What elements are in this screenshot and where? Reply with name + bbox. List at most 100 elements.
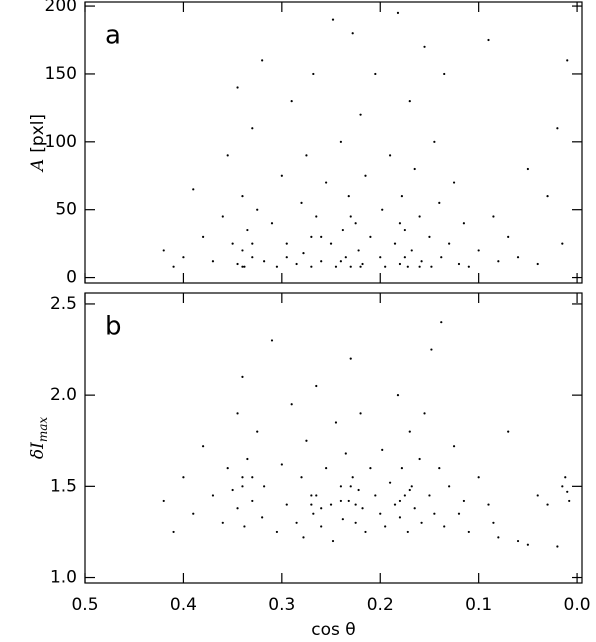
data-point: [295, 521, 298, 524]
data-point: [329, 242, 333, 245]
data-point: [312, 512, 315, 515]
data-point: [452, 181, 456, 184]
data-point: [408, 488, 411, 492]
data-point: [226, 154, 229, 157]
data-point: [403, 256, 406, 259]
data-point: [241, 476, 244, 479]
data-point: [331, 18, 335, 21]
data-point: [410, 249, 413, 252]
data-point: [347, 195, 350, 198]
data-point: [398, 516, 402, 519]
data-point: [408, 99, 411, 103]
data-point: [361, 262, 364, 266]
data-point: [349, 265, 352, 268]
data-point: [201, 235, 205, 238]
x-tick-label: 0.1: [465, 595, 492, 615]
data-point: [357, 488, 360, 492]
data-point: [310, 503, 313, 506]
y-axis-label: A [pxl]: [28, 114, 49, 173]
data-point: [172, 530, 175, 534]
data-point: [312, 72, 315, 76]
data-point: [364, 174, 367, 177]
data-point: [406, 265, 409, 268]
data-point: [231, 242, 234, 245]
data-point: [251, 127, 254, 130]
y-tick-label: 1.0: [50, 568, 77, 588]
plot-frame: [84, 292, 583, 584]
data-point: [310, 265, 313, 268]
data-point: [398, 262, 402, 266]
data-point: [349, 215, 352, 218]
data-point: [246, 457, 249, 461]
data-point: [331, 539, 335, 543]
data-point: [302, 536, 305, 539]
data-point: [369, 235, 372, 238]
data-point: [295, 262, 298, 266]
data-point: [418, 457, 421, 461]
data-point: [561, 485, 564, 488]
data-point: [241, 249, 244, 252]
data-point: [270, 339, 274, 342]
data-point: [568, 499, 571, 503]
data-point: [440, 321, 443, 324]
data-point: [339, 485, 342, 488]
data-point: [351, 32, 354, 35]
data-point: [423, 412, 426, 415]
data-point: [413, 167, 416, 171]
data-point: [236, 507, 239, 510]
data-point: [381, 448, 384, 451]
data-point: [270, 222, 274, 225]
data-point: [410, 485, 413, 488]
data-point: [285, 503, 288, 506]
y-tick-label: 50: [55, 200, 77, 220]
data-point: [349, 357, 352, 360]
data-point: [379, 256, 382, 259]
data-point: [339, 140, 342, 143]
data-point: [440, 256, 443, 259]
y-label-sub: max: [36, 417, 50, 443]
data-point: [226, 466, 229, 470]
data-point: [420, 521, 423, 524]
data-point: [428, 494, 431, 497]
data-point: [497, 260, 500, 263]
data-point: [310, 235, 313, 238]
data-point: [516, 539, 520, 543]
data-point: [403, 228, 406, 232]
data-point: [433, 140, 436, 143]
data-point: [325, 466, 328, 470]
data-point: [344, 256, 347, 259]
data-point: [364, 530, 367, 534]
data-point: [334, 265, 338, 268]
data-point: [263, 260, 266, 263]
data-point: [339, 499, 342, 503]
data-point: [561, 242, 564, 245]
panel-label: b: [105, 312, 122, 342]
data-point: [374, 72, 377, 76]
data-point: [400, 466, 403, 470]
data-point: [497, 536, 500, 539]
data-point: [546, 195, 549, 198]
data-point: [359, 113, 362, 116]
data-point: [467, 530, 470, 534]
x-tick-label: 0.0: [564, 595, 591, 615]
data-point: [246, 228, 249, 232]
data-point: [320, 507, 323, 510]
data-point: [285, 256, 288, 259]
data-point: [315, 494, 318, 497]
y-label-unit: [pxl]: [28, 114, 48, 153]
data-point: [398, 499, 402, 503]
data-point: [492, 521, 495, 524]
x-tick-label: 0.3: [268, 595, 295, 615]
data-point: [443, 525, 446, 528]
data-point: [182, 256, 185, 259]
data-point: [384, 265, 387, 268]
data-point: [354, 222, 357, 225]
data-point: [320, 525, 323, 528]
data-point: [349, 485, 352, 488]
data-point: [241, 265, 244, 268]
y-tick-label: 2.0: [50, 385, 77, 405]
data-point: [420, 260, 423, 263]
data-point: [334, 421, 338, 424]
data-point: [341, 518, 344, 521]
data-point: [354, 521, 357, 524]
